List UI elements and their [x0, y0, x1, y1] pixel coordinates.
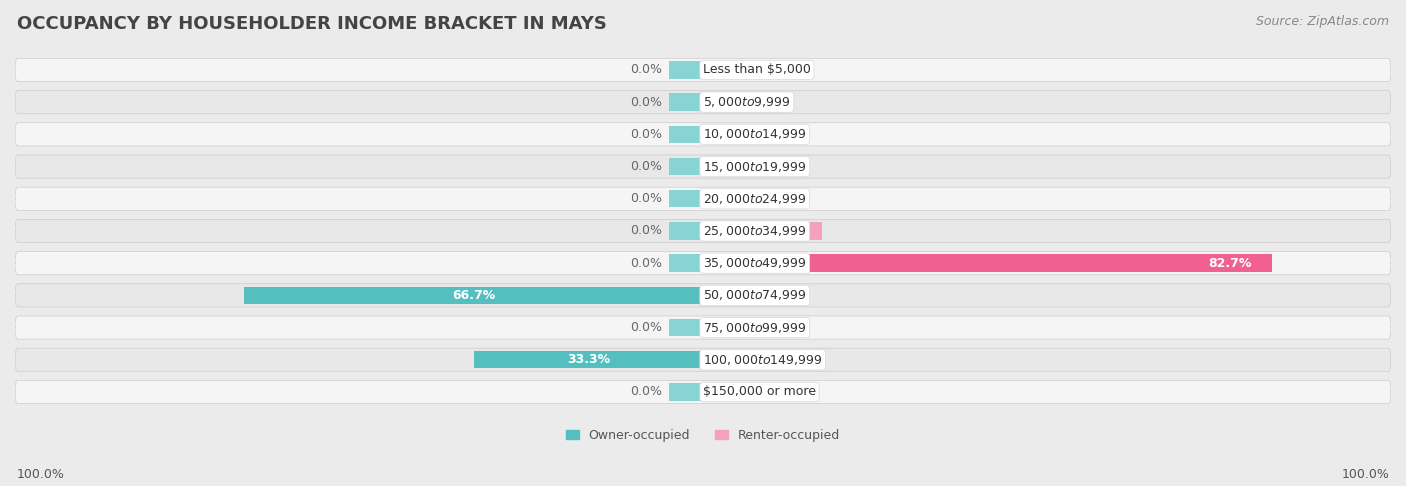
Text: 82.7%: 82.7%: [1208, 257, 1251, 270]
Bar: [669, 319, 703, 336]
Bar: [703, 93, 737, 111]
Bar: [669, 126, 703, 143]
Text: OCCUPANCY BY HOUSEHOLDER INCOME BRACKET IN MAYS: OCCUPANCY BY HOUSEHOLDER INCOME BRACKET …: [17, 15, 607, 33]
Text: $25,000 to $34,999: $25,000 to $34,999: [703, 224, 807, 238]
Bar: [703, 61, 737, 79]
FancyBboxPatch shape: [15, 155, 1391, 178]
Bar: [669, 222, 703, 240]
Bar: [669, 61, 703, 79]
Text: 0.0%: 0.0%: [744, 160, 776, 173]
FancyBboxPatch shape: [15, 381, 1391, 403]
Text: $100,000 to $149,999: $100,000 to $149,999: [703, 353, 823, 367]
Text: $20,000 to $24,999: $20,000 to $24,999: [703, 192, 807, 206]
Text: $75,000 to $99,999: $75,000 to $99,999: [703, 321, 807, 334]
Bar: [669, 158, 703, 175]
Text: $50,000 to $74,999: $50,000 to $74,999: [703, 288, 807, 302]
Text: 0.0%: 0.0%: [630, 160, 662, 173]
Bar: [703, 190, 737, 208]
Bar: [669, 93, 703, 111]
Text: 0.0%: 0.0%: [630, 385, 662, 399]
Text: 0.0%: 0.0%: [630, 128, 662, 141]
Text: Source: ZipAtlas.com: Source: ZipAtlas.com: [1256, 15, 1389, 28]
Text: 0.0%: 0.0%: [630, 64, 662, 76]
Bar: [703, 351, 737, 368]
FancyBboxPatch shape: [15, 123, 1391, 146]
FancyBboxPatch shape: [15, 219, 1391, 243]
Text: 33.3%: 33.3%: [567, 353, 610, 366]
Text: $15,000 to $19,999: $15,000 to $19,999: [703, 159, 807, 174]
Text: 0.0%: 0.0%: [630, 192, 662, 205]
Text: 0.0%: 0.0%: [744, 128, 776, 141]
Text: 100.0%: 100.0%: [1341, 468, 1389, 481]
Bar: [669, 190, 703, 208]
Bar: [703, 158, 737, 175]
Text: 0.0%: 0.0%: [630, 321, 662, 334]
Bar: [703, 383, 737, 400]
Bar: [703, 126, 737, 143]
Text: $10,000 to $14,999: $10,000 to $14,999: [703, 127, 807, 141]
Text: $5,000 to $9,999: $5,000 to $9,999: [703, 95, 790, 109]
Text: 0.0%: 0.0%: [744, 64, 776, 76]
Bar: [703, 287, 737, 304]
Text: 0.0%: 0.0%: [630, 257, 662, 270]
Text: 0.0%: 0.0%: [630, 225, 662, 238]
Bar: [703, 319, 737, 336]
Text: 100.0%: 100.0%: [17, 468, 65, 481]
Text: 17.3%: 17.3%: [758, 225, 801, 238]
Text: 0.0%: 0.0%: [744, 192, 776, 205]
Text: 0.0%: 0.0%: [744, 289, 776, 302]
Bar: [669, 383, 703, 400]
Legend: Owner-occupied, Renter-occupied: Owner-occupied, Renter-occupied: [564, 426, 842, 444]
FancyBboxPatch shape: [15, 316, 1391, 339]
Bar: [474, 351, 703, 368]
Bar: [703, 255, 1272, 272]
FancyBboxPatch shape: [15, 90, 1391, 114]
Text: $35,000 to $49,999: $35,000 to $49,999: [703, 256, 807, 270]
FancyBboxPatch shape: [15, 187, 1391, 210]
Text: 66.7%: 66.7%: [451, 289, 495, 302]
Text: 0.0%: 0.0%: [744, 353, 776, 366]
FancyBboxPatch shape: [15, 284, 1391, 307]
FancyBboxPatch shape: [15, 348, 1391, 371]
Text: 0.0%: 0.0%: [744, 321, 776, 334]
Text: Less than $5,000: Less than $5,000: [703, 64, 811, 76]
Text: $150,000 or more: $150,000 or more: [703, 385, 815, 399]
Bar: [669, 255, 703, 272]
Text: 0.0%: 0.0%: [744, 385, 776, 399]
Text: 0.0%: 0.0%: [744, 96, 776, 109]
FancyBboxPatch shape: [15, 252, 1391, 275]
Text: 0.0%: 0.0%: [630, 96, 662, 109]
Bar: [245, 287, 703, 304]
FancyBboxPatch shape: [15, 58, 1391, 82]
Bar: [703, 222, 823, 240]
